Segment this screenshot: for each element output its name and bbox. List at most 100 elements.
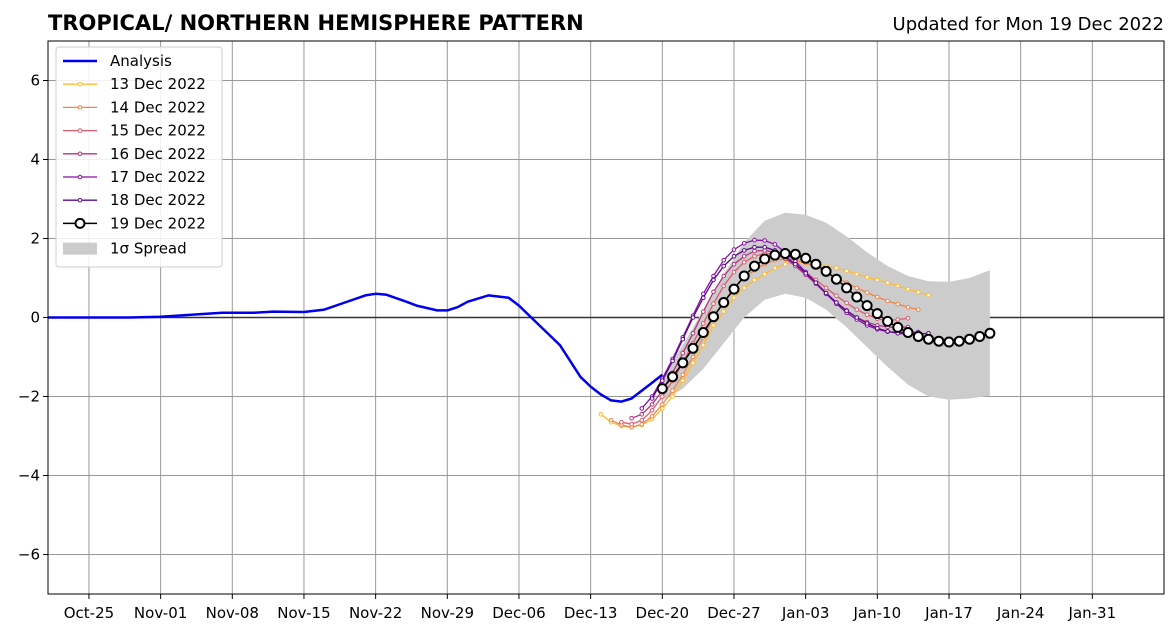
x-tick-label: Nov-15: [277, 604, 330, 622]
series-point: [882, 315, 894, 327]
series-point: [718, 297, 730, 308]
series-point: [667, 371, 679, 383]
series-point: [895, 283, 901, 289]
x-tick-label: Nov-08: [206, 604, 259, 622]
series-point: [708, 311, 719, 323]
series-point: [772, 242, 778, 247]
series-point: [677, 357, 689, 369]
series-point: [749, 260, 760, 272]
legend-handle-spread: [63, 242, 97, 255]
axis-ticks: −6 −4 −2 0 2 4 6 Oct-25 Nov-01 Nov-08 Nov-15 Nov-22…: [18, 72, 1116, 623]
series-point: [697, 327, 709, 338]
series-point: [649, 396, 655, 401]
legend-label: 13 Dec 2022: [110, 75, 206, 93]
series-point: [769, 249, 781, 261]
series-point: [943, 336, 955, 348]
series-point: [844, 268, 849, 274]
series-point: [851, 291, 863, 303]
series-point: [741, 253, 747, 259]
series-point: [690, 315, 696, 320]
legend-handle-marker: [74, 217, 86, 229]
series-point: [871, 308, 883, 320]
series-point: [834, 293, 839, 299]
series-point: [923, 333, 934, 345]
series-point: [660, 406, 665, 411]
y-tick-label: 2: [30, 230, 40, 248]
series-point: [895, 317, 901, 322]
legend-label: 14 Dec 2022: [110, 98, 206, 116]
series-point: [933, 335, 945, 347]
series-point: [902, 327, 914, 338]
series-point: [875, 325, 880, 331]
series-point: [670, 394, 675, 399]
series-point: [895, 301, 901, 307]
x-tick-label: Dec-06: [492, 604, 546, 622]
series-19-dec-2022: [656, 248, 996, 395]
series-point: [844, 300, 849, 306]
series-point: [670, 388, 675, 393]
chart-title: TROPICAL/ NORTHERN HEMISPHERE PATTERN: [48, 11, 584, 35]
series-point: [912, 331, 924, 342]
legend-handle-marker: [77, 197, 83, 203]
series-point: [680, 350, 686, 356]
series-point: [711, 277, 716, 283]
series-point: [598, 412, 604, 417]
series-point: [752, 244, 757, 250]
series-point: [752, 248, 757, 254]
series-18-dec-2022: [649, 244, 931, 401]
series-point: [649, 414, 655, 419]
series-point: [861, 300, 873, 312]
legend-label: 1σ Spread: [110, 240, 187, 258]
series-point: [690, 354, 696, 360]
legend-box: [55, 46, 223, 268]
x-tick-label: Jan-31: [1068, 604, 1117, 622]
series-point: [656, 383, 668, 395]
series-point: [875, 294, 880, 300]
series-point: [731, 261, 737, 267]
series-point: [728, 283, 740, 295]
series-point: [660, 394, 665, 399]
series-point: [762, 244, 768, 250]
series-point: [823, 290, 829, 296]
series-point: [974, 331, 986, 342]
series-point: [721, 309, 727, 314]
series-point: [864, 321, 870, 326]
series-point: [830, 273, 842, 285]
y-tick-label: −4: [18, 467, 40, 485]
series-point: [721, 263, 727, 269]
series-point: [875, 277, 880, 283]
x-tick-label: Jan-24: [996, 604, 1045, 622]
legend: Analysis 13 Dec 2022 14 Dec 2022 15 Dec 202…: [55, 46, 223, 268]
series-point: [752, 237, 757, 243]
series-point: [680, 372, 686, 378]
series-point: [803, 271, 809, 276]
series-point: [711, 289, 716, 295]
series-point: [660, 402, 665, 407]
y-tick-label: −6: [18, 546, 40, 564]
legend-label: Analysis: [110, 52, 172, 70]
series-point: [841, 282, 853, 294]
series-point: [759, 253, 771, 265]
spread-band: [662, 212, 990, 401]
series-point: [741, 248, 747, 253]
series-point: [834, 265, 839, 271]
series-point: [823, 285, 829, 291]
series-point: [820, 265, 832, 277]
series-point: [738, 270, 750, 282]
x-tick-label: Dec-13: [564, 604, 618, 622]
series-point: [690, 360, 696, 366]
series-point: [892, 321, 904, 333]
x-tick-label: Jan-10: [853, 604, 902, 622]
series-point: [711, 301, 716, 307]
series-point: [639, 406, 645, 411]
series-point: [772, 265, 778, 271]
series-point: [649, 408, 655, 413]
series-point: [701, 321, 706, 326]
series-point: [793, 261, 798, 267]
y-tick-label: 6: [30, 72, 40, 90]
series-point: [639, 412, 645, 417]
series-point: [680, 336, 686, 342]
series-point: [905, 304, 911, 310]
series-point: [864, 312, 870, 318]
series-point: [639, 421, 645, 427]
